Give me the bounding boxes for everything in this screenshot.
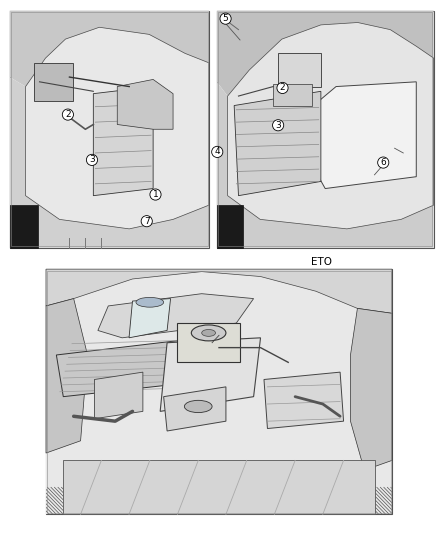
Text: 4: 4 bbox=[215, 148, 220, 156]
Bar bbox=[47, 271, 391, 513]
Polygon shape bbox=[93, 86, 153, 196]
Polygon shape bbox=[164, 387, 226, 431]
PathPatch shape bbox=[217, 82, 434, 248]
Text: 3: 3 bbox=[89, 156, 95, 164]
Polygon shape bbox=[217, 82, 434, 248]
Bar bbox=[10, 205, 38, 248]
Polygon shape bbox=[46, 298, 88, 453]
PathPatch shape bbox=[217, 11, 434, 96]
Polygon shape bbox=[95, 372, 143, 419]
Text: 2: 2 bbox=[65, 110, 71, 119]
Bar bbox=[10, 11, 209, 248]
Polygon shape bbox=[308, 82, 416, 189]
Text: 6: 6 bbox=[380, 158, 386, 167]
PathPatch shape bbox=[350, 309, 392, 470]
Bar bbox=[218, 12, 432, 246]
Polygon shape bbox=[129, 298, 170, 338]
PathPatch shape bbox=[217, 82, 228, 196]
Polygon shape bbox=[160, 338, 261, 411]
Bar bbox=[278, 53, 321, 86]
PathPatch shape bbox=[10, 11, 209, 86]
Bar bbox=[46, 269, 392, 514]
Polygon shape bbox=[234, 91, 321, 196]
PathPatch shape bbox=[10, 77, 209, 248]
Bar bbox=[11, 12, 208, 246]
Text: 1: 1 bbox=[152, 190, 159, 199]
PathPatch shape bbox=[10, 77, 25, 196]
Bar bbox=[34, 63, 74, 101]
Polygon shape bbox=[117, 79, 173, 129]
Ellipse shape bbox=[191, 325, 226, 341]
Text: 7: 7 bbox=[144, 217, 150, 225]
Polygon shape bbox=[98, 294, 254, 338]
Text: 5: 5 bbox=[223, 14, 229, 23]
Polygon shape bbox=[10, 77, 209, 248]
Bar bbox=[217, 11, 434, 248]
Polygon shape bbox=[10, 11, 209, 86]
Polygon shape bbox=[264, 372, 343, 429]
Ellipse shape bbox=[201, 329, 215, 336]
Bar bbox=[217, 205, 243, 248]
Polygon shape bbox=[217, 11, 434, 96]
Bar bbox=[64, 461, 374, 514]
Polygon shape bbox=[46, 269, 392, 313]
PathPatch shape bbox=[46, 298, 88, 453]
Polygon shape bbox=[57, 338, 219, 397]
Bar bbox=[273, 84, 312, 106]
Polygon shape bbox=[350, 309, 392, 470]
Bar bbox=[177, 323, 240, 362]
Text: 3: 3 bbox=[275, 121, 281, 130]
Polygon shape bbox=[228, 22, 434, 229]
Bar bbox=[46, 269, 392, 514]
Ellipse shape bbox=[184, 400, 212, 413]
Polygon shape bbox=[25, 27, 209, 229]
PathPatch shape bbox=[371, 441, 392, 514]
Text: 2: 2 bbox=[280, 84, 285, 92]
Text: ETO: ETO bbox=[311, 257, 332, 267]
PathPatch shape bbox=[46, 416, 64, 514]
Ellipse shape bbox=[136, 297, 164, 307]
